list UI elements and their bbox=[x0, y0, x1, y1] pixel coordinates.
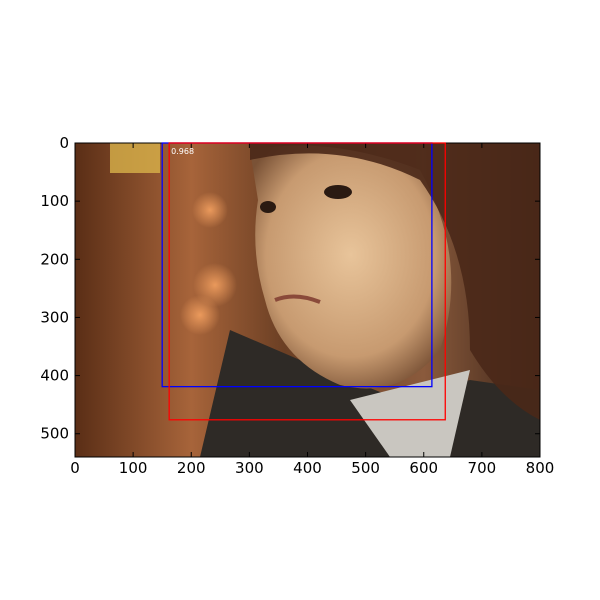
x-tick-label: 400 bbox=[293, 459, 322, 477]
y-tick-label: 300 bbox=[40, 308, 69, 326]
x-tick-label: 300 bbox=[235, 459, 264, 477]
x-tick-label: 200 bbox=[177, 459, 206, 477]
x-tick-label: 0 bbox=[70, 459, 80, 477]
y-tick-label: 0 bbox=[59, 134, 69, 152]
x-tick-label: 500 bbox=[351, 459, 380, 477]
y-tick-label: 500 bbox=[40, 425, 69, 443]
y-tick-label: 200 bbox=[40, 250, 69, 268]
score-label: 0.968 bbox=[171, 147, 194, 156]
bounding-box bbox=[168, 142, 446, 421]
x-tick-label: 700 bbox=[468, 459, 497, 477]
x-tick-label: 800 bbox=[526, 459, 555, 477]
x-tick-label: 100 bbox=[119, 459, 148, 477]
y-tick-label: 100 bbox=[40, 192, 69, 210]
y-tick-label: 400 bbox=[40, 367, 69, 385]
x-tick-label: 600 bbox=[409, 459, 438, 477]
photo bbox=[75, 143, 540, 457]
